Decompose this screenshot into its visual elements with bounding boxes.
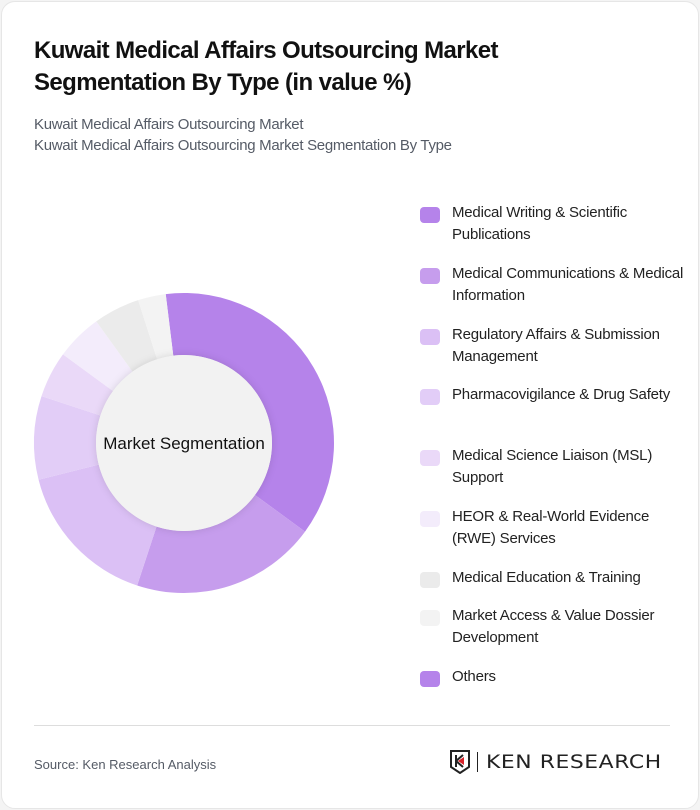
legend-swatch — [420, 572, 440, 588]
donut-slice-0[interactable] — [165, 293, 334, 532]
legend-swatch — [420, 268, 440, 284]
donut-slice-7[interactable] — [138, 294, 174, 360]
donut-slice-6[interactable] — [96, 300, 158, 372]
ken-logo-icon — [450, 750, 470, 774]
legend-swatch — [420, 450, 440, 466]
logo-text: KEN RESEARCH — [486, 751, 662, 773]
chart-subtitle-2: Kuwait Medical Affairs Outsourcing Marke… — [34, 137, 452, 154]
donut-slice-5[interactable] — [62, 321, 133, 392]
legend-label: Market Access & Value Dossier Developmen… — [452, 607, 655, 646]
legend-swatch — [420, 671, 440, 687]
donut-slice-2[interactable] — [38, 464, 157, 586]
legend-label: Others — [452, 668, 496, 685]
legend-label: Medical Education & Training — [452, 569, 641, 586]
legend-swatch — [420, 389, 440, 405]
donut-slice-4[interactable] — [41, 354, 113, 416]
donut-chart: Market Segmentation — [34, 293, 334, 593]
legend-swatch — [420, 329, 440, 345]
legend-label: Medical Science Liaison (MSL) Support — [452, 447, 653, 486]
chart-title: Kuwait Medical Affairs Outsourcing Marke… — [34, 37, 499, 96]
logo-separator — [477, 752, 478, 772]
legend-label: Regulatory Affairs & Submission Manageme… — [452, 326, 660, 365]
ken-research-logo: KEN RESEARCH — [449, 750, 661, 774]
legend-label: Medical Writing & Scientific Publication… — [452, 204, 628, 243]
legend-swatch — [420, 610, 440, 626]
donut-center-label: Market Segmentation — [103, 434, 265, 453]
legend-label: Pharmacovigilance & Drug Safety — [452, 386, 671, 403]
donut-center — [96, 355, 272, 531]
divider — [34, 725, 670, 726]
legend-swatch — [420, 511, 440, 527]
legend-swatch — [420, 207, 440, 223]
legend-label: Medical Communications & Medical Informa… — [452, 265, 684, 304]
chart-subtitle: Kuwait Medical Affairs Outsourcing Marke… — [34, 116, 304, 133]
donut-slice-3[interactable] — [34, 396, 101, 480]
source-text: Source: Ken Research Analysis — [34, 757, 217, 772]
donut-slice-1[interactable] — [137, 494, 306, 593]
legend-label: HEOR & Real-World Evidence (RWE) Service… — [452, 508, 650, 547]
